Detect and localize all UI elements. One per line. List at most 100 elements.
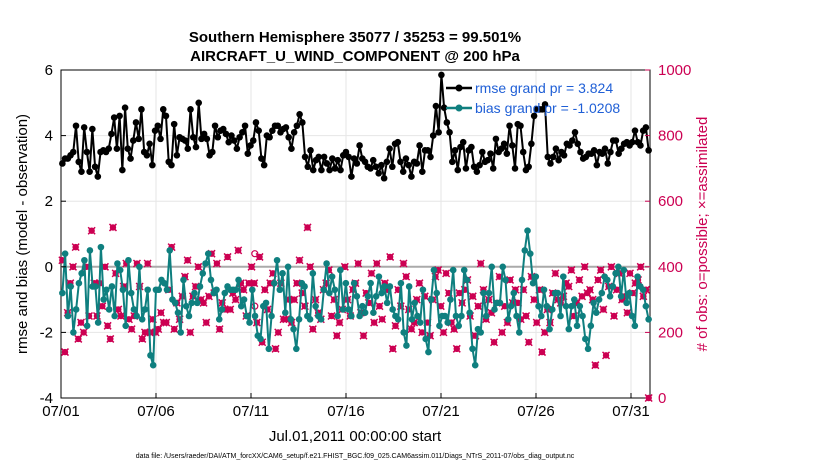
bias-point [595,296,603,303]
bias-point [232,286,240,294]
rmse-point [309,166,317,174]
chart-title-line2: AIRCRAFT_U_WIND_COMPONENT @ 200 hPa [190,48,520,65]
bias-point [455,322,463,330]
bias-point [579,312,586,320]
rmse-point [473,168,481,175]
bias-point [180,276,187,284]
assimilated-marker [215,325,224,334]
rmse-point [408,173,415,180]
bias-point [207,276,215,284]
rmse-point [492,135,500,143]
rmse-point [369,156,377,164]
rmse-point [78,168,85,175]
rmse-point [517,122,524,130]
bias-point [141,306,149,313]
bias-point [276,286,284,294]
bias-point [240,296,248,303]
bias-point [133,312,140,320]
assimilated-marker [143,259,152,268]
bias-point [282,309,289,317]
rmse-point [307,147,314,154]
bias-point [537,312,545,320]
rmse-point [555,156,562,164]
bias-point [513,312,520,320]
assimilated-marker [575,275,584,284]
bias-point [262,299,270,307]
bias-point [83,322,91,330]
bias-point [370,309,377,317]
bias-point [328,273,336,280]
bias-point [215,315,223,323]
assimilated-marker [442,269,451,278]
x-tick-label: 07/31 [612,403,650,420]
rmse-point [91,163,99,171]
x-tick-label: 07/26 [517,403,555,420]
rmse-point [127,155,134,162]
bias-point [317,315,325,323]
bias-point [460,266,468,274]
y-tick-label: 2 [45,193,53,210]
bias-point [59,289,66,297]
rmse-point [290,129,298,136]
rmse-point [604,160,612,167]
rmse-point [399,168,407,175]
rmse-point [116,112,123,120]
rmse-point [618,145,625,153]
rmse-point [459,138,467,146]
bias-point [587,322,595,330]
bias-point [361,309,369,317]
bias-point [72,306,80,313]
assimilated-marker [76,318,86,327]
y-right-tick-label: 200 [658,324,683,341]
rmse-point [181,137,189,144]
bias-point [251,312,259,320]
assimilated-marker [194,262,203,271]
assimilated-marker [551,269,560,278]
rmse-series [59,71,652,182]
rmse-point [83,148,91,156]
rmse-point [249,137,257,144]
bias-point [293,345,300,353]
bias-point [430,266,438,274]
bias-point [491,306,498,313]
assimilated-marker [116,311,125,321]
legend-rmse-marker [455,84,463,92]
rmse-point [334,156,342,164]
bias-point [405,283,413,290]
rmse-point [470,163,478,171]
bias-point [584,345,592,353]
assimilated-marker [372,259,381,268]
rmse-point [601,145,609,153]
bias-point [122,322,129,330]
bias-point [397,279,405,287]
bias-point [337,266,344,274]
rmse-point [318,166,325,174]
rmse-point [315,153,322,161]
bias-point [182,302,190,310]
bias-point [518,276,526,284]
bias-point [604,276,611,284]
plot-frame [60,69,651,399]
assimilated-marker [68,262,78,271]
rmse-point [110,114,118,121]
rmse-point [211,122,219,130]
bias-point [598,289,606,297]
bias-point [411,299,418,307]
assimilated-marker [386,252,395,261]
bias-point [248,286,256,294]
bias-point [469,345,476,353]
bias-point [606,293,614,300]
rmse-point [282,124,290,131]
rmse-point [454,166,462,174]
bias-point [427,296,435,303]
rmse-point [528,140,535,148]
assimilated-marker [335,318,344,327]
bias-line [61,230,650,366]
rmse-point [124,145,132,153]
rmse-point [121,104,129,112]
assimilated-marker [468,292,477,301]
bias-point [196,283,204,290]
bias-point [125,256,132,264]
rmse-point [590,147,598,154]
rmse-point [274,122,282,130]
